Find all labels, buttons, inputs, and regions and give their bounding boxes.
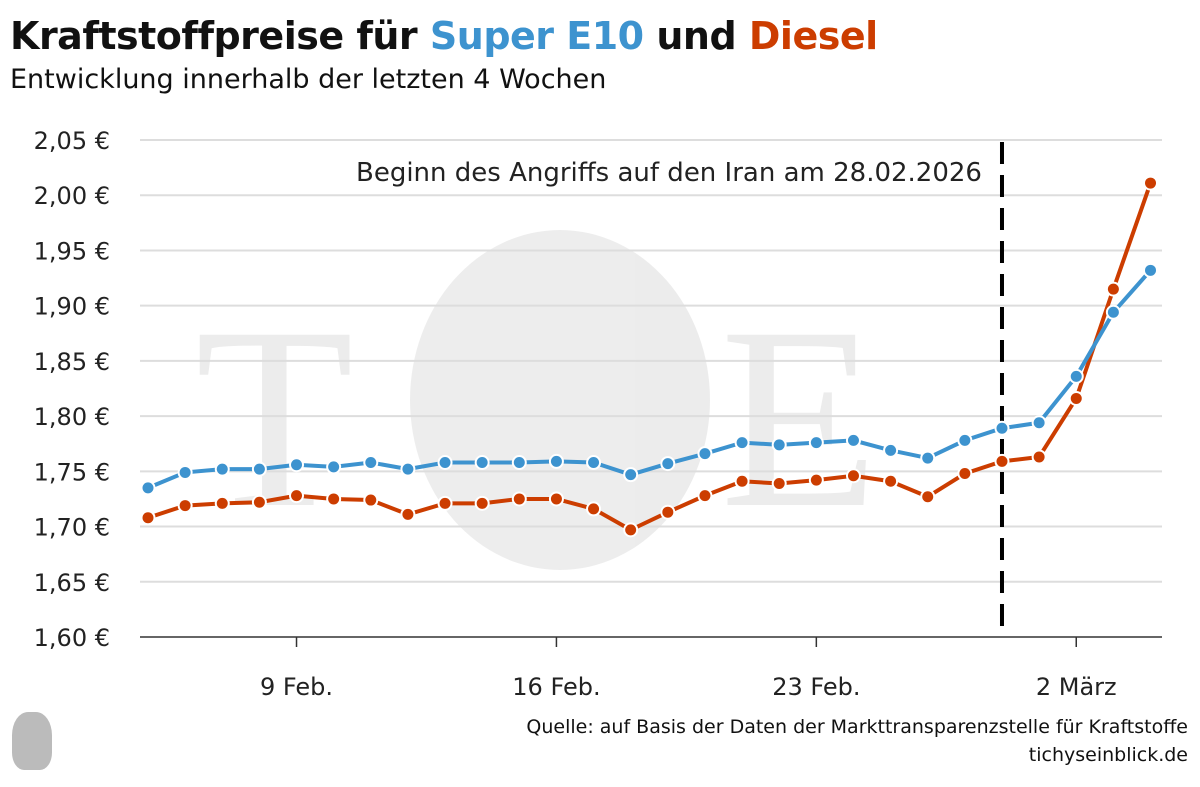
y-tick-label: 1,90 € bbox=[34, 293, 110, 321]
data-point bbox=[251, 461, 267, 477]
logo-icon bbox=[12, 712, 52, 770]
data-point bbox=[400, 461, 416, 477]
svg-text:T: T bbox=[195, 274, 354, 562]
data-point bbox=[586, 501, 602, 517]
y-tick-label: 1,95 € bbox=[34, 237, 110, 265]
chart-title: Kraftstoffpreise für Super E10 und Diese… bbox=[10, 14, 878, 58]
data-point bbox=[511, 491, 527, 507]
data-point bbox=[660, 504, 676, 520]
y-tick-label: 2,05 € bbox=[34, 127, 110, 155]
series-line-super-e10 bbox=[147, 268, 1153, 490]
data-point bbox=[140, 480, 156, 496]
y-tick-label: 1,75 € bbox=[34, 458, 110, 486]
title-diesel: Diesel bbox=[748, 14, 878, 58]
y-tick-label: 1,85 € bbox=[34, 348, 110, 376]
data-point bbox=[1143, 175, 1159, 191]
data-point bbox=[548, 491, 564, 507]
data-point bbox=[474, 454, 490, 470]
svg-text:E: E bbox=[720, 274, 879, 562]
data-point bbox=[845, 432, 861, 448]
data-point bbox=[1105, 281, 1121, 297]
chart-subtitle: Entwicklung innerhalb der letzten 4 Woch… bbox=[10, 64, 607, 95]
x-tick-label: 9 Feb. bbox=[260, 673, 333, 701]
data-point bbox=[437, 454, 453, 470]
data-point bbox=[994, 420, 1010, 436]
title-mid: und bbox=[643, 14, 749, 58]
title-prefix: Kraftstoffpreise für bbox=[10, 14, 430, 58]
data-point bbox=[771, 437, 787, 453]
y-tick-label: 2,00 € bbox=[34, 182, 110, 210]
data-point bbox=[289, 457, 305, 473]
data-point bbox=[1031, 449, 1047, 465]
data-point bbox=[251, 494, 267, 510]
data-point bbox=[808, 435, 824, 451]
data-point bbox=[697, 488, 713, 504]
data-point bbox=[994, 453, 1010, 469]
data-point bbox=[289, 488, 305, 504]
data-point bbox=[474, 495, 490, 511]
data-point bbox=[623, 467, 639, 483]
data-point bbox=[326, 459, 342, 475]
data-point bbox=[400, 506, 416, 522]
data-point bbox=[920, 450, 936, 466]
data-point bbox=[214, 461, 230, 477]
data-point bbox=[808, 472, 824, 488]
data-point bbox=[697, 446, 713, 462]
data-point bbox=[883, 442, 899, 458]
data-point bbox=[660, 456, 676, 472]
data-point bbox=[771, 475, 787, 491]
data-point bbox=[957, 466, 973, 482]
data-point bbox=[437, 495, 453, 511]
data-point bbox=[845, 468, 861, 484]
series-line-diesel bbox=[147, 182, 1153, 533]
data-point bbox=[214, 495, 230, 511]
source-note: Quelle: auf Basis der Daten der Markttra… bbox=[526, 716, 1188, 738]
data-point bbox=[511, 454, 527, 470]
data-point bbox=[1068, 368, 1084, 384]
data-point bbox=[326, 491, 342, 507]
data-point bbox=[177, 464, 193, 480]
data-point bbox=[548, 453, 564, 469]
data-point bbox=[1143, 262, 1159, 278]
data-point bbox=[1031, 415, 1047, 431]
x-tick-label: 2 März bbox=[1036, 673, 1117, 701]
x-tick-label: 16 Feb. bbox=[512, 673, 600, 701]
data-point bbox=[1105, 304, 1121, 320]
y-tick-label: 1,60 € bbox=[34, 624, 110, 652]
data-point bbox=[586, 454, 602, 470]
data-point bbox=[957, 432, 973, 448]
data-point bbox=[140, 510, 156, 526]
x-tick-label: 23 Feb. bbox=[772, 673, 860, 701]
y-tick-label: 1,70 € bbox=[34, 514, 110, 542]
title-e10: Super E10 bbox=[429, 14, 644, 58]
data-point bbox=[623, 522, 639, 538]
data-point bbox=[883, 473, 899, 489]
data-point bbox=[734, 435, 750, 451]
data-point bbox=[363, 454, 379, 470]
data-point bbox=[363, 492, 379, 508]
y-tick-label: 1,65 € bbox=[34, 569, 110, 597]
data-point bbox=[177, 498, 193, 514]
watermark: T E bbox=[195, 230, 879, 570]
data-point bbox=[1068, 390, 1084, 406]
data-point bbox=[734, 473, 750, 489]
annotation-label: Beginn des Angriffs auf den Iran am 28.0… bbox=[356, 158, 982, 188]
data-point bbox=[920, 489, 936, 505]
site-name: tichyseinblick.de bbox=[1028, 744, 1188, 766]
y-tick-label: 1,80 € bbox=[34, 403, 110, 431]
